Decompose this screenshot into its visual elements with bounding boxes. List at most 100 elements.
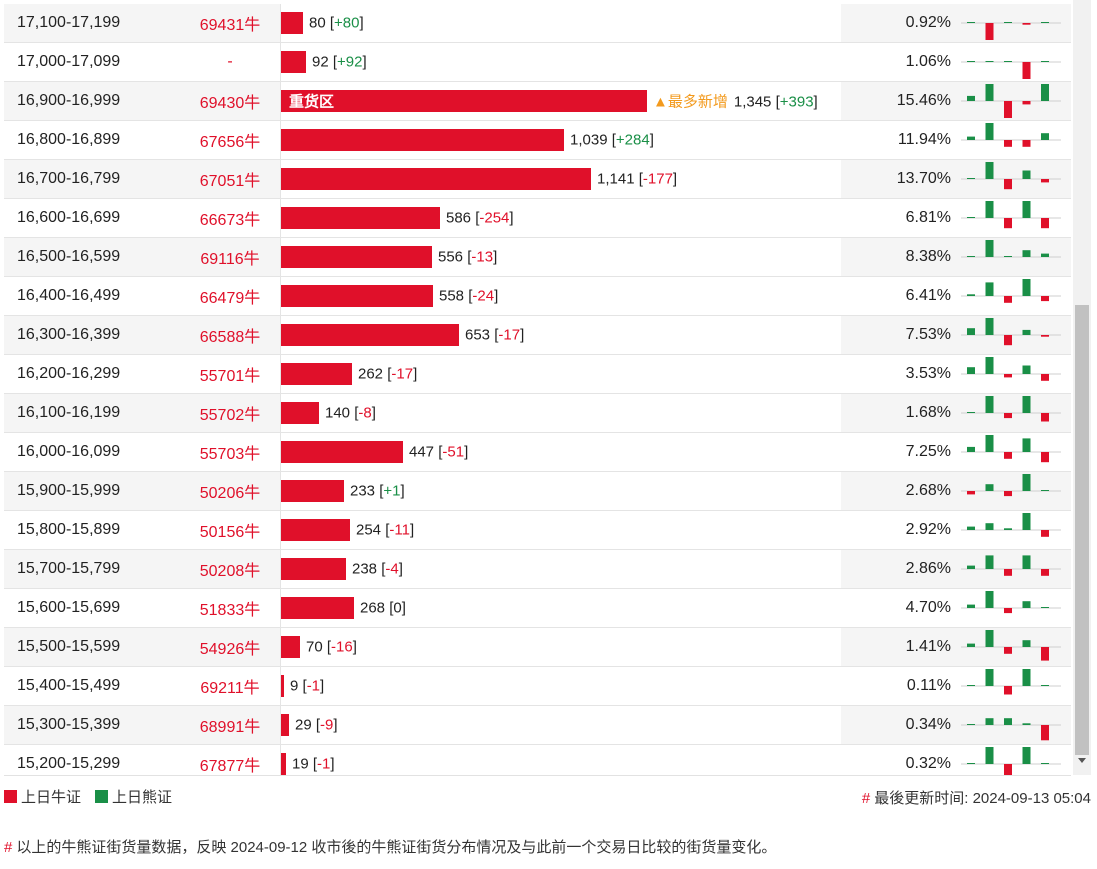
trend-sparkline-cell — [957, 159, 1071, 199]
volume-bar-cell: 80 [+80] — [280, 4, 841, 43]
sparkline-bar — [1041, 84, 1049, 101]
volume-label: 1,039 [+284] — [570, 131, 654, 149]
table-row[interactable]: 15,200-15,299 67877牛 19 [-1] 0.32% — [4, 744, 1071, 775]
warrant-code[interactable]: 66479牛 — [180, 276, 281, 316]
heavy-zone-label: 重货区 — [289, 93, 335, 111]
volume-percent: 2.68% — [841, 471, 957, 511]
volume-bar-cell: 558 [-24] — [280, 276, 841, 316]
trend-sparkline-cell — [957, 744, 1071, 775]
warrant-code[interactable]: 69116牛 — [180, 237, 281, 277]
trend-sparkline — [961, 474, 1061, 497]
scrollbar-thumb[interactable] — [1075, 305, 1089, 755]
warrant-code[interactable]: 69430牛 — [180, 81, 281, 121]
table-row[interactable]: 16,400-16,499 66479牛 558 [-24] 6.41% — [4, 276, 1071, 316]
sparkline-bar — [1041, 607, 1049, 608]
warrant-code[interactable]: 55701牛 — [180, 354, 281, 394]
table-row[interactable]: 15,500-15,599 54926牛 70 [-16] 1.41% — [4, 627, 1071, 667]
warrant-code[interactable]: 54926牛 — [180, 627, 281, 667]
warrant-code[interactable]: 69211牛 — [180, 666, 281, 706]
sparkline-bar — [985, 747, 994, 764]
warrant-code[interactable]: 55702牛 — [180, 393, 281, 433]
table-row[interactable]: 15,600-15,699 51833牛 268 [0] 4.70% — [4, 588, 1071, 628]
table-row[interactable]: 15,800-15,899 50156牛 254 [-11] 2.92% — [4, 510, 1071, 550]
strike-range: 15,600-15,699 — [4, 588, 180, 628]
warrant-code[interactable]: 51833牛 — [180, 588, 281, 628]
sparkline-bar — [967, 685, 975, 686]
trend-sparkline-cell — [957, 120, 1071, 160]
sparkline-bar — [985, 61, 994, 62]
strike-range: 15,400-15,499 — [4, 666, 180, 706]
sparkline-bar — [1041, 133, 1049, 140]
volume-label: 268 [0] — [360, 599, 406, 617]
table-row[interactable]: 15,900-15,999 50206牛 233 [+1] 2.68% — [4, 471, 1071, 511]
table-row[interactable]: 15,400-15,499 69211牛 9 [-1] 0.11% — [4, 666, 1071, 706]
volume-percent: 2.92% — [841, 510, 957, 550]
volume-qty: 70 — [306, 638, 323, 656]
volume-percent: 8.38% — [841, 237, 957, 277]
table-row[interactable]: 16,300-16,399 66588牛 653 [-17] 7.53% — [4, 315, 1071, 355]
sparkline-bar — [967, 136, 975, 140]
trend-sparkline-cell — [957, 4, 1071, 43]
volume-bar — [281, 246, 432, 268]
warrant-code[interactable]: 67877牛 — [180, 744, 281, 775]
warrant-code[interactable]: 50156牛 — [180, 510, 281, 550]
table-row[interactable]: 16,600-16,699 66673牛 586 [-254] 6.81% — [4, 198, 1071, 238]
sparkline-bar — [1022, 747, 1031, 764]
sparkline-bar — [1041, 530, 1049, 537]
volume-percent: 3.53% — [841, 354, 957, 394]
sparkline-bar — [1022, 723, 1031, 725]
volume-change: -16 — [331, 638, 353, 656]
table-row[interactable]: 16,500-16,599 69116牛 556 [-13] 8.38% — [4, 237, 1071, 277]
volume-bar-cell: 556 [-13] — [280, 237, 841, 277]
warrant-code[interactable]: 67051牛 — [180, 159, 281, 199]
volume-change: -1 — [317, 755, 331, 773]
trend-sparkline — [961, 279, 1061, 303]
sparkline-bar — [967, 565, 975, 569]
volume-qty: 140 — [325, 404, 351, 422]
vertical-scrollbar[interactable] — [1073, 0, 1091, 775]
table-row[interactable]: 15,700-15,799 50208牛 238 [-4] 2.86% — [4, 549, 1071, 589]
sparkline-bar — [967, 643, 975, 647]
sparkline-bar — [1022, 329, 1031, 335]
volume-qty: 9 — [290, 677, 299, 695]
sparkline-bar — [1004, 140, 1012, 147]
sparkline-bar — [985, 555, 994, 569]
legend: 上日牛证 上日熊证 — [4, 786, 186, 807]
volume-change: +393 — [779, 93, 814, 111]
warrant-code[interactable]: 66673牛 — [180, 198, 281, 238]
scroll-down-arrow-icon[interactable] — [1078, 758, 1086, 763]
warrant-code[interactable]: 55703牛 — [180, 432, 281, 472]
table-row[interactable]: 16,200-16,299 55701牛 262 [-17] 3.53% — [4, 354, 1071, 394]
footnote-text: 以上的牛熊证街货量数据，反映 2024-09-12 收市後的牛熊证街货分布情况及… — [16, 839, 777, 856]
trend-sparkline — [961, 318, 1061, 346]
table-row[interactable]: 16,700-16,799 67051牛 1,141 [-177] 13.70% — [4, 159, 1071, 199]
table-row[interactable]: 16,800-16,899 67656牛 1,039 [+284] 11.94% — [4, 120, 1071, 160]
volume-qty: 1,345 — [733, 93, 772, 111]
volume-label: 29 [-9] — [295, 716, 338, 734]
volume-bar-cell: 70 [-16] — [280, 627, 841, 667]
trend-sparkline-cell — [957, 627, 1071, 667]
table-row[interactable]: 17,000-17,099- 92 [+92] 1.06% — [4, 42, 1071, 82]
table-row[interactable]: 16,000-16,099 55703牛 447 [-51] 7.25% — [4, 432, 1071, 472]
warrant-code[interactable]: 67656牛 — [180, 120, 281, 160]
table-row[interactable]: 17,100-17,199 69431牛 80 [+80] 0.92% — [4, 4, 1071, 43]
sparkline-bar — [967, 412, 975, 413]
sparkline-bar — [1022, 555, 1031, 569]
strike-range: 15,200-15,299 — [4, 744, 180, 775]
warrant-code[interactable]: 68991牛 — [180, 705, 281, 745]
trend-sparkline — [961, 435, 1061, 463]
warrant-code[interactable]: 69431牛 — [180, 4, 281, 43]
warrant-code[interactable]: 50208牛 — [180, 549, 281, 589]
table-row[interactable]: 15,300-15,399 68991牛 29 [-9] 0.34% — [4, 705, 1071, 745]
table-row[interactable]: 16,100-16,199 55702牛 140 [-8] 1.68% — [4, 393, 1071, 433]
volume-change: +92 — [337, 53, 363, 71]
volume-qty: 586 — [446, 209, 472, 227]
warrant-code[interactable]: 66588牛 — [180, 315, 281, 355]
volume-label: 1,141 [-177] — [597, 170, 678, 188]
table-row[interactable]: 16,900-16,999 69430牛 重货区 ▲最多新增 1,345 [+393] 1… — [4, 81, 1071, 121]
warrant-code[interactable]: 50206牛 — [180, 471, 281, 511]
volume-qty: 238 — [352, 560, 378, 578]
bull-swatch-icon — [4, 790, 17, 803]
hash-icon: # — [4, 839, 13, 856]
volume-bar — [281, 636, 300, 658]
